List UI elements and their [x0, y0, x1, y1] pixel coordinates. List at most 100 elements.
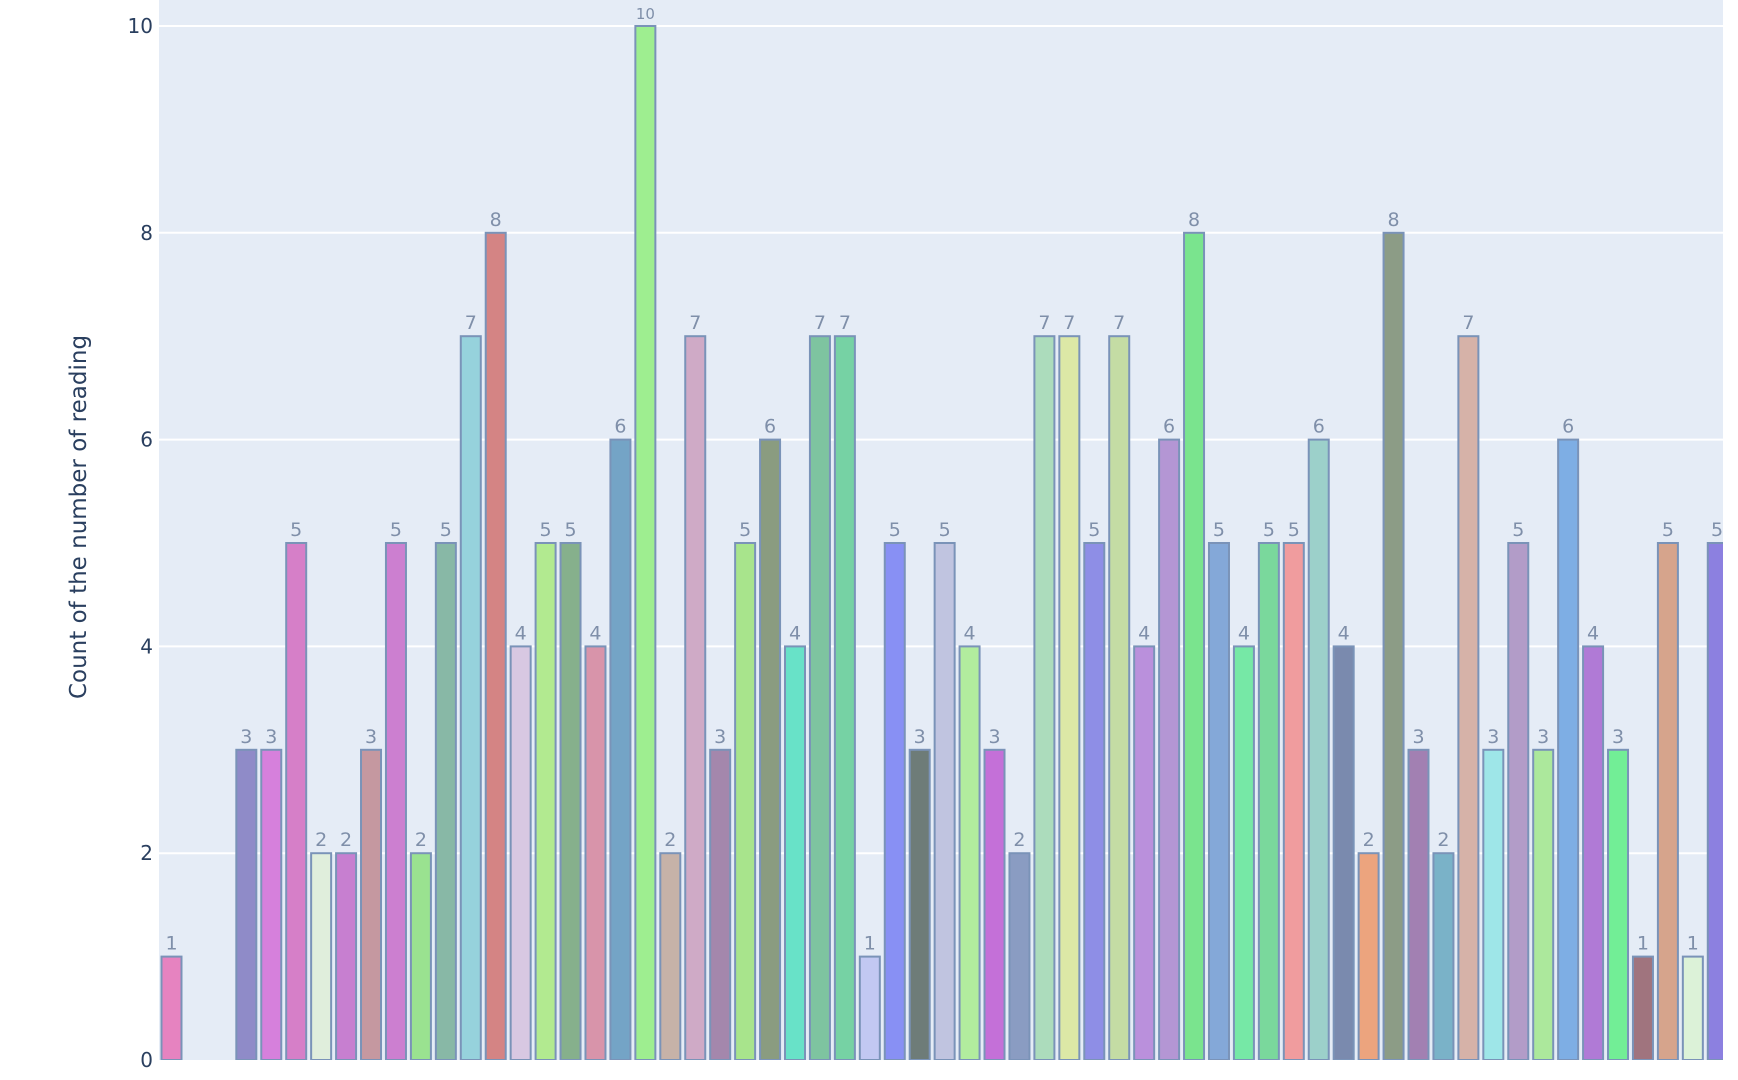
- bar[interactable]: [1507, 542, 1530, 1060]
- bar[interactable]: [1108, 335, 1131, 1060]
- bar-value-label: 1: [165, 933, 177, 955]
- bar-value-label: 7: [814, 312, 826, 334]
- bar-value-label: 3: [988, 726, 1000, 748]
- bar[interactable]: [310, 852, 333, 1060]
- bar[interactable]: [734, 542, 757, 1060]
- bar-value-label: 2: [1437, 829, 1449, 851]
- bar[interactable]: [1083, 542, 1106, 1060]
- bar-value-label: 3: [240, 726, 252, 748]
- bar[interactable]: [1482, 748, 1505, 1060]
- bar[interactable]: [1232, 645, 1255, 1060]
- bar[interactable]: [409, 852, 432, 1060]
- bar[interactable]: [1133, 645, 1156, 1060]
- bar[interactable]: [534, 542, 557, 1060]
- bar[interactable]: [1631, 955, 1654, 1060]
- bar[interactable]: [858, 955, 881, 1060]
- y-tick-label: 8: [140, 221, 153, 245]
- bar[interactable]: [1183, 231, 1206, 1060]
- bar-value-label: 3: [265, 726, 277, 748]
- bar[interactable]: [1432, 852, 1455, 1060]
- bar[interactable]: [509, 645, 532, 1060]
- bar[interactable]: [1407, 748, 1430, 1060]
- bar-value-label: 8: [1188, 209, 1200, 231]
- bar-value-label: 6: [1313, 416, 1325, 438]
- bar[interactable]: [160, 955, 183, 1060]
- bar[interactable]: [1557, 438, 1580, 1060]
- bar[interactable]: [808, 335, 831, 1060]
- bar[interactable]: [1681, 955, 1704, 1060]
- bar[interactable]: [833, 335, 856, 1060]
- bar-value-label: 6: [1163, 416, 1175, 438]
- bar[interactable]: [659, 852, 682, 1060]
- y-axis-ticks: 0 2 4 6 8 10: [128, 14, 153, 1072]
- bar-value-label: 5: [540, 519, 552, 541]
- bar-value-label: 4: [964, 622, 976, 644]
- bar[interactable]: [1457, 335, 1480, 1060]
- bar[interactable]: [1656, 542, 1679, 1060]
- bar[interactable]: [235, 748, 258, 1060]
- bar[interactable]: [1582, 645, 1605, 1060]
- bar-value-label: 5: [889, 519, 901, 541]
- bar-value-label: 10: [636, 5, 655, 23]
- bar-value-label: 2: [415, 829, 427, 851]
- bar[interactable]: [1357, 852, 1380, 1060]
- bar[interactable]: [1158, 438, 1181, 1060]
- bar-value-label: 7: [1462, 312, 1474, 334]
- bar-value-label: 3: [1537, 726, 1549, 748]
- bar-value-label: 3: [1612, 726, 1624, 748]
- bar-value-label: 5: [1263, 519, 1275, 541]
- bar-value-label: 3: [1412, 726, 1424, 748]
- bar-value-label: 7: [1038, 312, 1050, 334]
- bar[interactable]: [434, 542, 457, 1060]
- bar[interactable]: [908, 748, 931, 1060]
- bar[interactable]: [1207, 542, 1230, 1060]
- bar[interactable]: [1307, 438, 1330, 1060]
- bar-value-label: 8: [1388, 209, 1400, 231]
- bar-value-label: 4: [1138, 622, 1150, 644]
- bar[interactable]: [1332, 645, 1355, 1060]
- bar[interactable]: [1008, 852, 1031, 1060]
- bar-value-label: 5: [1288, 519, 1300, 541]
- bar-value-label: 4: [1238, 622, 1250, 644]
- bar[interactable]: [1382, 231, 1405, 1060]
- bar[interactable]: [360, 748, 383, 1060]
- bar[interactable]: [1033, 335, 1056, 1060]
- bar[interactable]: [933, 542, 956, 1060]
- bar[interactable]: [883, 542, 906, 1060]
- bar-value-label: 2: [664, 829, 676, 851]
- bar[interactable]: [1257, 542, 1280, 1060]
- bar[interactable]: [260, 748, 283, 1060]
- y-tick-label: 2: [140, 841, 153, 865]
- y-axis-title: Count of the number of reading: [66, 335, 92, 699]
- bar-value-label: 4: [1587, 622, 1599, 644]
- bar[interactable]: [983, 748, 1006, 1060]
- bar[interactable]: [634, 25, 657, 1060]
- bar[interactable]: [384, 542, 407, 1060]
- bar-value-label: 3: [365, 726, 377, 748]
- bar[interactable]: [459, 335, 482, 1060]
- bar[interactable]: [684, 335, 707, 1060]
- y-tick-label: 10: [128, 14, 153, 38]
- bar-value-label: 4: [789, 622, 801, 644]
- y-tick-label: 6: [140, 428, 153, 452]
- bar[interactable]: [1706, 542, 1728, 1060]
- bar[interactable]: [1532, 748, 1555, 1060]
- bar[interactable]: [1607, 748, 1630, 1060]
- bar[interactable]: [784, 645, 806, 1060]
- y-tick-label: 4: [140, 634, 153, 658]
- bar[interactable]: [584, 645, 607, 1060]
- bar-value-label: 3: [714, 726, 726, 748]
- bar[interactable]: [609, 438, 632, 1060]
- bar[interactable]: [559, 542, 582, 1060]
- bar[interactable]: [709, 748, 732, 1060]
- bar-value-label: 1: [1637, 933, 1649, 955]
- bar[interactable]: [1282, 542, 1305, 1060]
- bar[interactable]: [958, 645, 981, 1060]
- bar[interactable]: [335, 852, 358, 1060]
- bar[interactable]: [285, 542, 308, 1060]
- bar[interactable]: [759, 438, 782, 1060]
- bar[interactable]: [484, 231, 507, 1060]
- bar[interactable]: [1058, 335, 1081, 1060]
